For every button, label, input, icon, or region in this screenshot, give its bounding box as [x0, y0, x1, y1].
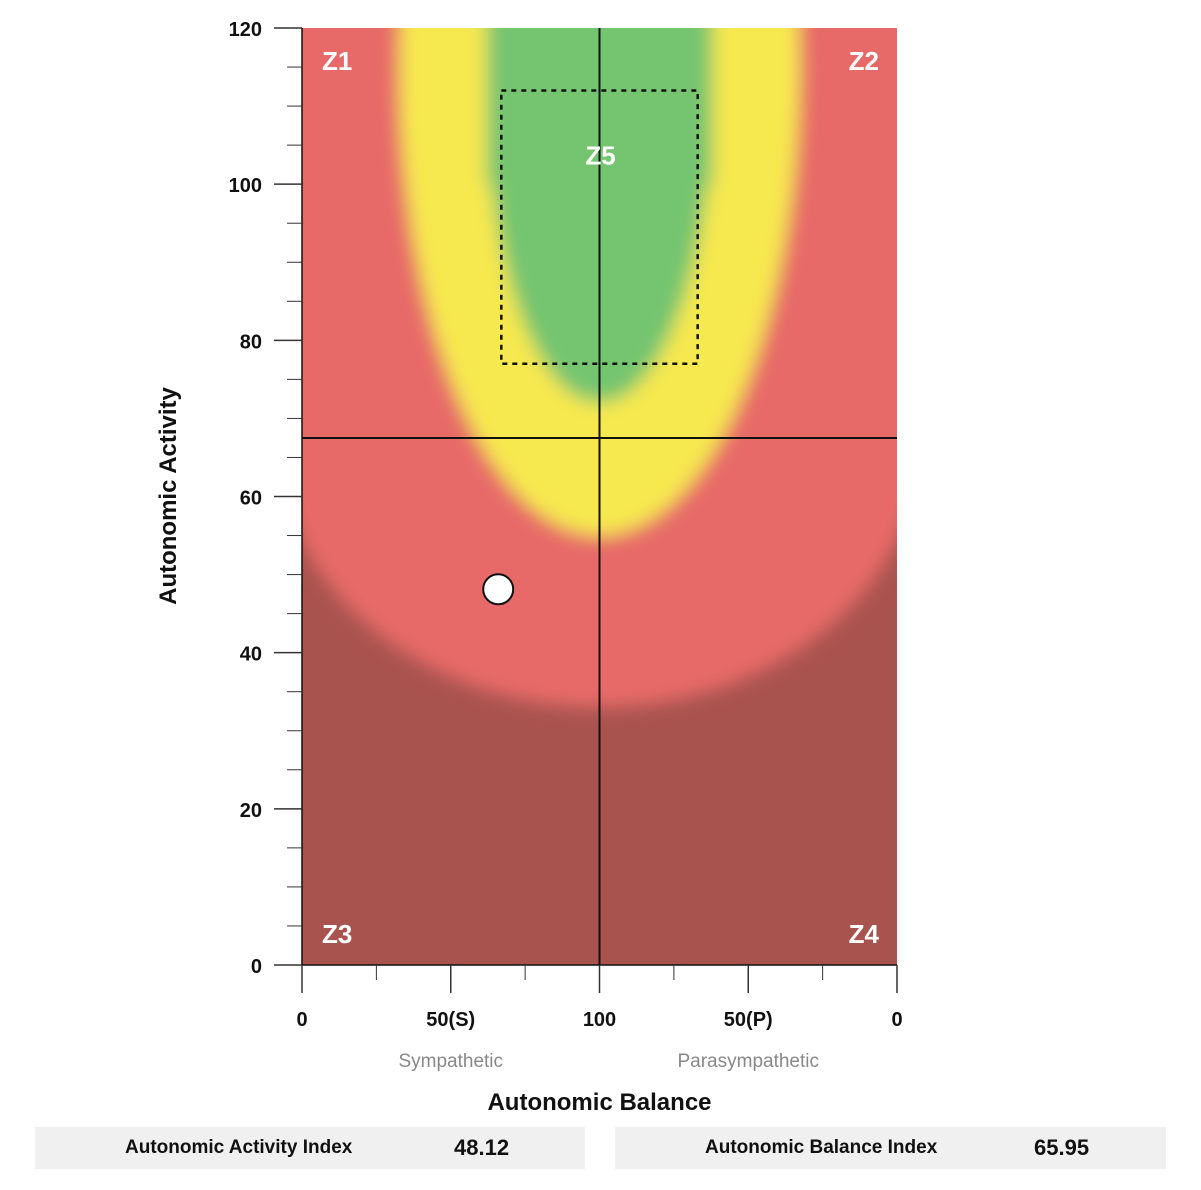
y-tick-label: 100: [229, 175, 262, 197]
zone-label-z4: Z4: [849, 919, 880, 949]
sympathetic-label: Sympathetic: [398, 1051, 503, 1072]
target-zone-box: [500, 89, 699, 366]
y-tick-label: 80: [240, 331, 262, 353]
activity-index-label: Autonomic Activity Index: [125, 1137, 353, 1158]
x-tick-label: 0: [296, 1009, 307, 1031]
balance-index-box: Autonomic Balance Index 65.95: [615, 1127, 1166, 1169]
balance-index-label: Autonomic Balance Index: [705, 1137, 938, 1158]
y-tick-label: 40: [240, 644, 262, 666]
autonomic-chart: Z1 Z2 Z3 Z4 Z5 0 20 40 60 80 100 120 0 50(S) 100 50(P)…: [155, 19, 903, 1116]
parasympathetic-label: Parasympathetic: [677, 1051, 819, 1072]
x-tick-label: 100: [583, 1009, 616, 1031]
zone-label-z2: Z2: [849, 46, 879, 76]
y-tick-label: 120: [229, 19, 262, 41]
axis-text: 0 20 40 60 80 100 120 0 50(S) 100 50(P) 0 Sympatheti…: [155, 19, 903, 1116]
balance-index-value: 65.95: [1034, 1135, 1090, 1160]
zone-label-z3: Z3: [322, 919, 352, 949]
data-point: [482, 573, 515, 606]
activity-index-box: Autonomic Activity Index 48.12: [35, 1127, 585, 1169]
y-tick-label: 20: [240, 800, 262, 822]
activity-index-value: 48.12: [454, 1135, 510, 1160]
y-axis-title: Autonomic Activity: [155, 386, 182, 604]
x-axis-title: Autonomic Balance: [487, 1089, 711, 1116]
axes: [274, 27, 898, 993]
y-tick-label: 60: [240, 488, 262, 510]
x-tick-label: 50(S): [426, 1009, 475, 1031]
y-tick-label: 0: [251, 956, 262, 978]
x-tick-label: 50(P): [724, 1009, 773, 1031]
plot-overlay: Z1 Z2 Z3 Z4 Z5: [302, 28, 897, 965]
chart-svg: Z1 Z2 Z3 Z4 Z5 0 20 40 60 80 100 120 0 50(S) 100 50(P)…: [155, 19, 903, 1116]
x-tick-label: 0: [891, 1009, 902, 1031]
zone-label-z1: Z1: [322, 46, 352, 76]
zone-label-z5: Z5: [585, 141, 615, 171]
